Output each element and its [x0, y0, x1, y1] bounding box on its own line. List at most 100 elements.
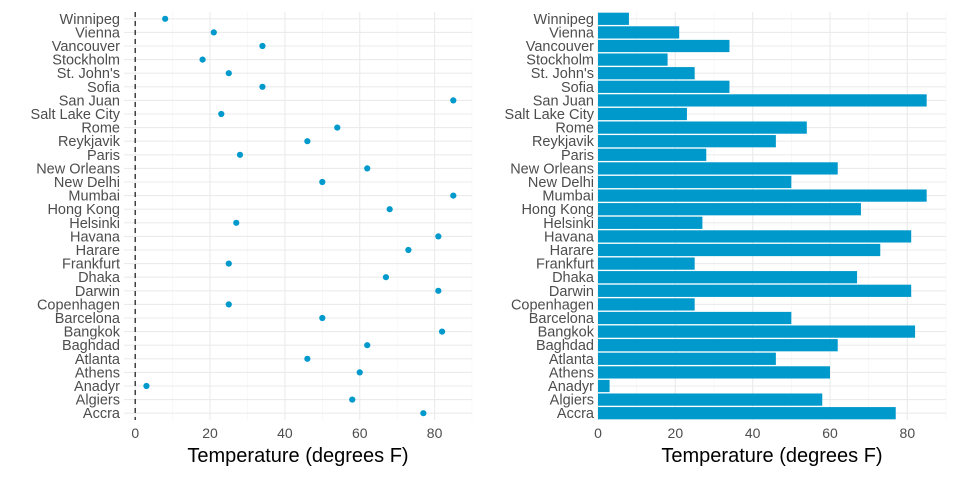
point-paris — [236, 151, 244, 158]
x-tick-label: 60 — [352, 425, 368, 441]
x-tick-label: 20 — [668, 425, 684, 441]
category-label-hong-kong: Hong Kong — [47, 202, 120, 218]
x-tick-label: 80 — [427, 425, 443, 441]
x-tick-labels: 0 20 40 60 80 — [131, 425, 442, 441]
bar-anadyr — [598, 379, 610, 393]
category-label-salt-lake-city: Salt Lake City — [505, 107, 595, 123]
category-label-paris: Paris — [87, 148, 120, 164]
point-atlanta — [304, 355, 311, 362]
category-label-atlanta: Atlanta — [75, 352, 121, 368]
bar-paris — [598, 148, 707, 161]
category-label-mumbai: Mumbai — [542, 189, 594, 205]
category-label-havana: Havana — [70, 229, 121, 245]
category-labels: AccraAlgiersAnadyrAthensAtlantaBaghdadBa… — [31, 12, 121, 422]
bar-new-delhi — [598, 175, 792, 189]
bars — [598, 12, 927, 420]
category-label-new-orleans: New Orleans — [510, 161, 594, 177]
bar-mumbai — [598, 189, 927, 202]
point-copenhagen — [225, 301, 232, 308]
category-label-bangkok: Bangkok — [538, 325, 595, 341]
category-label-darwin: Darwin — [549, 284, 594, 300]
bar-accra — [598, 407, 896, 420]
category-label-st-john-s: St. John's — [57, 66, 120, 82]
point-vancouver — [259, 42, 266, 50]
category-label-reykjavik: Reykjavik — [532, 134, 595, 150]
bar-havana — [598, 230, 912, 243]
category-label-san-juan: San Juan — [59, 93, 120, 109]
point-new-orleans — [364, 165, 371, 172]
category-label-frankfurt: Frankfurt — [536, 257, 594, 273]
category-label-harare: Harare — [550, 243, 594, 259]
point-vienna — [210, 29, 217, 36]
category-label-athens: Athens — [75, 365, 120, 381]
category-label-mumbai: Mumbai — [68, 189, 120, 205]
point-mumbai — [450, 192, 457, 199]
x-tick-label: 0 — [594, 425, 602, 441]
point-salt-lake-city — [218, 110, 225, 118]
category-label-anadyr: Anadyr — [74, 379, 120, 395]
point-stockholm — [199, 56, 206, 63]
category-label-sofia: Sofia — [561, 80, 595, 96]
bar-copenhagen — [598, 298, 695, 311]
category-label-darwin: Darwin — [75, 284, 120, 300]
category-label-vienna: Vienna — [75, 25, 121, 41]
category-label-barcelona: Barcelona — [55, 311, 121, 327]
bar-san-juan — [598, 94, 927, 107]
bar-stockholm — [598, 53, 668, 66]
point-new-delhi — [319, 178, 326, 186]
category-label-paris: Paris — [561, 148, 594, 164]
x-tick-label: 40 — [277, 425, 293, 441]
point-algiers — [349, 396, 356, 403]
dot-plot-panel: AccraAlgiersAnadyrAthensAtlantaBaghdadBa… — [31, 12, 473, 467]
bar-hong-kong — [598, 203, 861, 216]
category-label-frankfurt: Frankfurt — [62, 257, 120, 273]
bar-chart-panel: AccraAlgiersAnadyrAthensAtlantaBaghdadBa… — [505, 12, 947, 467]
point-san-juan — [450, 97, 457, 104]
point-barcelona — [319, 314, 326, 322]
category-label-rome: Rome — [81, 121, 120, 137]
grid — [124, 12, 473, 420]
point-st-john-s — [225, 70, 232, 77]
category-label-vienna: Vienna — [549, 25, 595, 41]
category-label-dhaka: Dhaka — [552, 270, 595, 286]
point-bangkok — [438, 328, 446, 335]
bar-helsinki — [598, 216, 703, 229]
category-label-hong-kong: Hong Kong — [521, 202, 594, 218]
category-label-atlanta: Atlanta — [549, 352, 595, 368]
point-havana — [435, 233, 442, 240]
category-label-helsinki: Helsinki — [543, 216, 594, 232]
category-label-helsinki: Helsinki — [69, 216, 120, 232]
category-label-san-juan: San Juan — [533, 93, 594, 109]
points — [143, 15, 457, 417]
category-label-vancouver: Vancouver — [52, 39, 120, 55]
category-label-baghdad: Baghdad — [62, 338, 120, 354]
category-label-algiers: Algiers — [550, 393, 594, 409]
category-label-st-john-s: St. John's — [531, 66, 594, 82]
bar-reykjavik — [598, 135, 776, 148]
point-sofia — [259, 83, 266, 90]
category-label-new-delhi: New Delhi — [528, 175, 594, 191]
point-helsinki — [233, 219, 240, 226]
x-axis-title: Temperature (degrees F) — [187, 445, 408, 467]
point-accra — [420, 410, 427, 417]
point-harare — [405, 246, 412, 254]
point-winnipeg — [162, 15, 169, 22]
category-label-vancouver: Vancouver — [526, 39, 594, 55]
bar-vancouver — [598, 39, 730, 53]
bar-algiers — [598, 393, 823, 406]
point-anadyr — [143, 382, 150, 390]
category-label-new-orleans: New Orleans — [36, 161, 120, 177]
category-label-new-delhi: New Delhi — [54, 175, 120, 191]
bar-salt-lake-city — [598, 107, 687, 121]
bar-darwin — [598, 284, 912, 297]
x-tick-label: 0 — [131, 425, 139, 441]
x-axis-title: Temperature (degrees F) — [661, 445, 882, 467]
bar-frankfurt — [598, 257, 695, 270]
category-label-rome: Rome — [555, 121, 594, 137]
point-athens — [356, 369, 363, 376]
bar-baghdad — [598, 339, 838, 352]
point-baghdad — [364, 342, 371, 349]
x-tick-label: 80 — [900, 425, 916, 441]
category-label-baghdad: Baghdad — [536, 338, 594, 354]
category-label-bangkok: Bangkok — [64, 325, 121, 341]
